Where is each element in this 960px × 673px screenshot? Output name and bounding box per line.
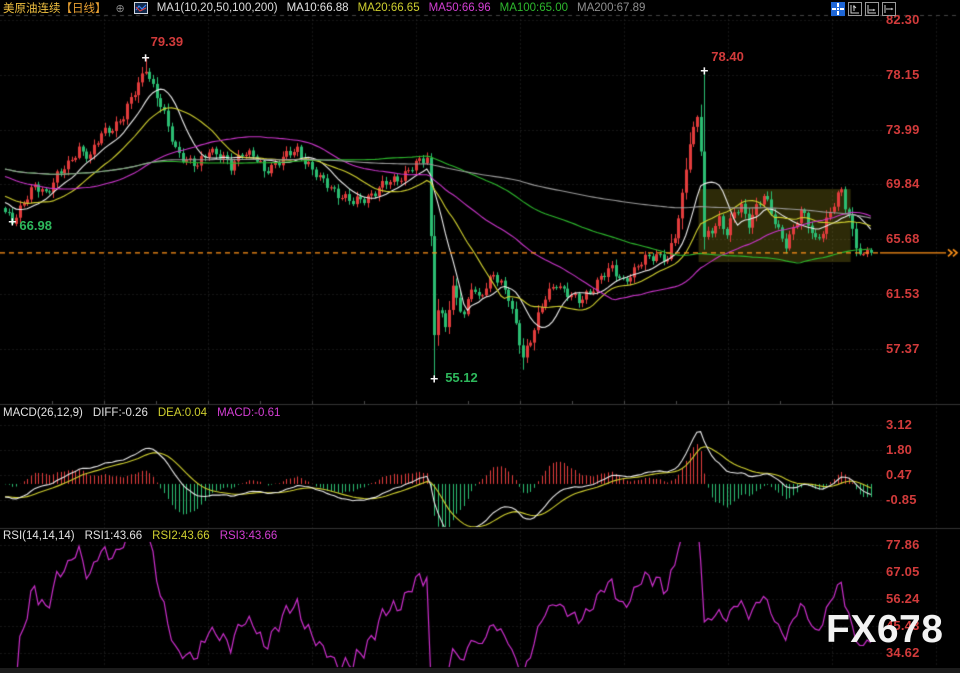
symbol-title: 美原油连续【日线】 — [3, 3, 107, 15]
ma20-value: MA20:66.65 — [357, 2, 420, 14]
macd-header: MACD(26,12,9) DIFF:-0.26 DEA:0.04 MACD:-… — [3, 405, 280, 420]
price-axis-label: 69.84 — [886, 176, 920, 192]
price-marker-cross: + — [8, 213, 17, 230]
price-marker-cross: + — [141, 49, 150, 66]
price-annotation-label: 66.98 — [19, 218, 52, 234]
add-indicator-icon[interactable]: ⊕ — [115, 2, 125, 15]
price-axis-label: 57.37 — [886, 341, 920, 356]
macd-axis-label: 1.80 — [886, 441, 913, 457]
price-axis-label: 78.15 — [886, 66, 920, 82]
watermark: FX678 — [826, 608, 944, 651]
rsi-axis-label: 56.24 — [886, 591, 920, 606]
rsi-axis-label: 67.05 — [886, 564, 920, 579]
ma100-value: MA100:65.00 — [499, 2, 569, 14]
macd-axis-label: -0.85 — [886, 492, 917, 507]
chart-type-icon[interactable] — [133, 2, 148, 14]
rsi-header: RSI(14,14,14) RSI1:43.66 RSI2:43.66 RSI3… — [3, 528, 277, 543]
price-marker-cross: + — [430, 370, 439, 387]
rsi-axis-label: 45.43 — [886, 618, 920, 633]
macd-params-label: MACD(26,12,9) — [3, 406, 83, 419]
price-annotation-label: 55.12 — [445, 369, 478, 385]
macd-axis-label: 0.47 — [886, 467, 913, 483]
macd-macd-value: MACD:-0.61 — [217, 406, 281, 419]
toolbar — [831, 2, 896, 16]
ma10-value: MA10:66.88 — [286, 2, 349, 14]
rsi3-value: RSI3:43.66 — [219, 529, 278, 542]
period-label: 【日线】 — [60, 3, 107, 15]
ma-settings-label: MA1(10,20,50,100,200) — [156, 2, 278, 14]
price-annotation-label: 78.40 — [711, 49, 744, 65]
bottom-bar — [0, 668, 960, 673]
ma200-value: MA200:67.89 — [577, 2, 646, 14]
rsi1-value: RSI1:43.66 — [84, 529, 143, 542]
scale-y-axis-icon[interactable] — [848, 2, 862, 16]
scale-x-axis-icon[interactable] — [865, 2, 879, 16]
price-annotation-label: 79.39 — [150, 34, 184, 50]
pan-right-icon[interactable] — [882, 2, 896, 16]
rsi-axis-label: 77.86 — [886, 537, 920, 552]
macd-diff-value: DIFF:-0.26 — [92, 406, 148, 419]
macd-axis-label: 3.12 — [886, 417, 913, 432]
rsi-axis-label: 34.62 — [886, 645, 920, 660]
price-marker-cross: + — [700, 62, 709, 79]
price-axis-label: 65.68 — [886, 231, 920, 247]
rsi2-value: RSI2:43.66 — [152, 529, 210, 542]
rsi-params-label: RSI(14,14,14) — [3, 529, 75, 542]
main-header: 美原油连续【日线】 ⊕ MA1(10,20,50,100,200) MA10:6… — [3, 0, 645, 16]
ma50-value: MA50:66.96 — [428, 2, 491, 14]
macd-dea-value: DEA:0.04 — [157, 406, 208, 419]
price-axis-label: 61.53 — [886, 286, 920, 302]
crosshair-icon[interactable] — [831, 2, 845, 16]
price-axis-label: 73.99 — [886, 121, 920, 137]
